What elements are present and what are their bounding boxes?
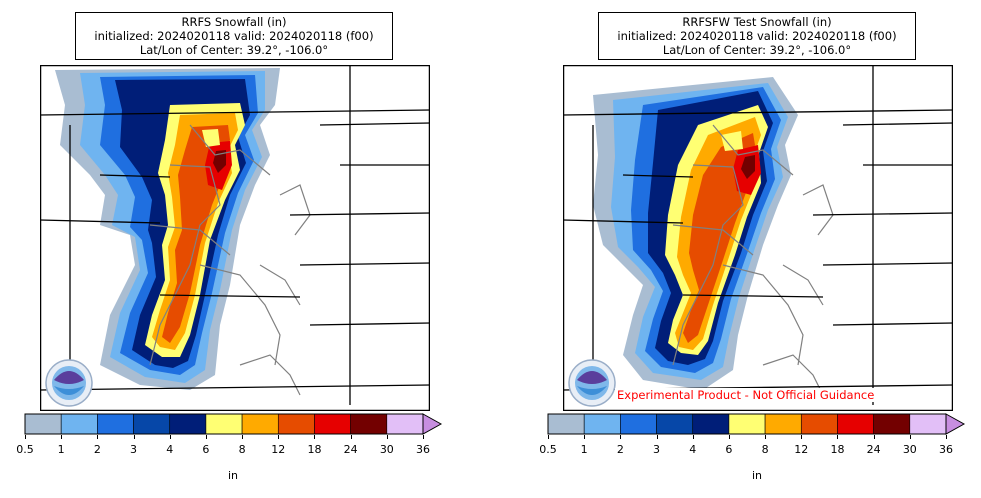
- colorbar-1-unit: in: [227, 469, 239, 482]
- colorbar-tick-label: 6: [202, 443, 210, 456]
- colorbar-segment: [547, 413, 585, 435]
- colorbar-segment: [583, 413, 621, 435]
- colorbar-segment: [800, 413, 838, 435]
- colorbar-2-unit: in: [751, 469, 763, 482]
- panel-2-title: RRFSFW Test Snowfall (in): [682, 15, 832, 29]
- colorbar-extend-arrow: [422, 413, 443, 435]
- colorbar-tick-label: 8: [238, 443, 246, 456]
- colorbar-tick-label: 18: [830, 443, 845, 456]
- colorbar-tick-mark: [97, 435, 99, 439]
- colorbar-tick-label: 12: [271, 443, 286, 456]
- colorbar-tick-label: 18: [307, 443, 322, 456]
- county-borders: [672, 124, 834, 396]
- colorbar-tick-mark: [765, 435, 767, 439]
- colorbar-tick-mark: [801, 435, 803, 439]
- colorbar-extend-arrow: [945, 413, 966, 435]
- colorbar-tick-mark: [873, 435, 875, 439]
- colorbar-segment: [692, 413, 730, 435]
- panel-1-title: RRFS Snowfall (in): [181, 15, 287, 29]
- colorbar-tick-mark: [278, 435, 280, 439]
- colorbar-tick-label: 6: [725, 443, 733, 456]
- colorbar-segment: [277, 413, 315, 435]
- colorbar-segment: [837, 413, 874, 435]
- colorbar-tick-label: 8: [761, 443, 769, 456]
- colorbar-frame: [547, 413, 947, 435]
- colorbar-tick-mark: [423, 435, 424, 439]
- snowfall-field: [593, 77, 798, 390]
- county-borders: [149, 124, 311, 396]
- colorbar-tick-mark: [205, 435, 207, 439]
- colorbar-tick-label: 1: [57, 443, 65, 456]
- colorbar-tick-label: 2: [93, 443, 101, 456]
- panel-2-init-line: initialized: 2024020118 valid: 202402011…: [617, 29, 897, 43]
- colorbar-segment: [386, 413, 424, 435]
- colorbar-1: [24, 413, 443, 435]
- state-borders: [563, 65, 953, 405]
- colorbar-2: [547, 413, 966, 435]
- snowfall-field: [55, 68, 280, 390]
- colorbar-tick-mark: [946, 435, 947, 439]
- colorbar-tick-mark: [133, 435, 135, 439]
- colorbar-tick-label: 24: [866, 443, 881, 456]
- colorbar-segment: [350, 413, 388, 435]
- colorbar-segment: [656, 413, 694, 435]
- noaa-logo: [568, 359, 616, 407]
- state-borders: [40, 65, 430, 405]
- colorbar-segment: [314, 413, 351, 435]
- colorbar-tick-mark: [61, 435, 63, 439]
- panel-2-title-box: RRFSFW Test Snowfall (in) initialized: 2…: [598, 12, 916, 60]
- colorbar-segment: [620, 413, 657, 435]
- colorbar-tick-label: 24: [343, 443, 358, 456]
- colorbar-tick-mark: [350, 435, 352, 439]
- panel-1-init-line: initialized: 2024020118 valid: 202402011…: [94, 29, 374, 43]
- colorbar-tick-label: 3: [653, 443, 661, 456]
- colorbar-segment: [728, 413, 766, 435]
- colorbar-tick-mark: [620, 435, 622, 439]
- colorbar-tick-mark: [728, 435, 730, 439]
- colorbar-segment: [241, 413, 279, 435]
- panel-1-title-box: RRFS Snowfall (in) initialized: 20240201…: [75, 12, 393, 60]
- colorbar-tick-mark: [314, 435, 316, 439]
- colorbar-tick-mark: [909, 435, 911, 439]
- colorbar-segment: [60, 413, 98, 435]
- colorbar-segment: [873, 413, 911, 435]
- colorbar-tick-mark: [837, 435, 839, 439]
- colorbar-frame: [24, 413, 424, 435]
- colorbar-tick-label: 4: [166, 443, 174, 456]
- colorbar-tick-label: 36: [416, 443, 430, 456]
- map-frame: [563, 65, 953, 411]
- map-frame: [40, 65, 430, 411]
- panel-1-center-line: Lat/Lon of Center: 39.2°, -106.0°: [139, 43, 329, 57]
- colorbar-tick-mark: [386, 435, 388, 439]
- colorbar-segment: [764, 413, 802, 435]
- noaa-logo: [45, 359, 93, 407]
- colorbar-tick-mark: [242, 435, 244, 439]
- colorbar-segment: [97, 413, 134, 435]
- colorbar-tick-label: 2: [616, 443, 624, 456]
- colorbar-tick-label: 36: [939, 443, 953, 456]
- colorbar-segment: [24, 413, 62, 435]
- colorbar-tick-mark: [548, 435, 549, 439]
- colorbar-segment: [169, 413, 207, 435]
- colorbar-tick-mark: [692, 435, 694, 439]
- colorbar-tick-label: 12: [794, 443, 809, 456]
- colorbar-tick-mark: [584, 435, 586, 439]
- colorbar-segment: [133, 413, 171, 435]
- experimental-product-note: Experimental Product - Not Official Guid…: [615, 388, 877, 402]
- panel-1-map[interactable]: [40, 65, 430, 411]
- colorbar-tick-mark: [169, 435, 171, 439]
- colorbar-tick-label: 3: [130, 443, 138, 456]
- panel-2-map[interactable]: [563, 65, 953, 411]
- colorbar-tick-label: 30: [379, 443, 394, 456]
- colorbar-tick-label: 0.5: [539, 443, 557, 456]
- colorbar-tick-label: 0.5: [16, 443, 34, 456]
- colorbar-segment: [205, 413, 243, 435]
- colorbar-segment: [909, 413, 947, 435]
- panel-2-center-line: Lat/Lon of Center: 39.2°, -106.0°: [662, 43, 852, 57]
- colorbar-tick-label: 30: [902, 443, 917, 456]
- colorbar-tick-label: 4: [689, 443, 697, 456]
- colorbar-tick-mark: [656, 435, 658, 439]
- colorbar-tick-mark: [25, 435, 26, 439]
- colorbar-tick-label: 1: [580, 443, 588, 456]
